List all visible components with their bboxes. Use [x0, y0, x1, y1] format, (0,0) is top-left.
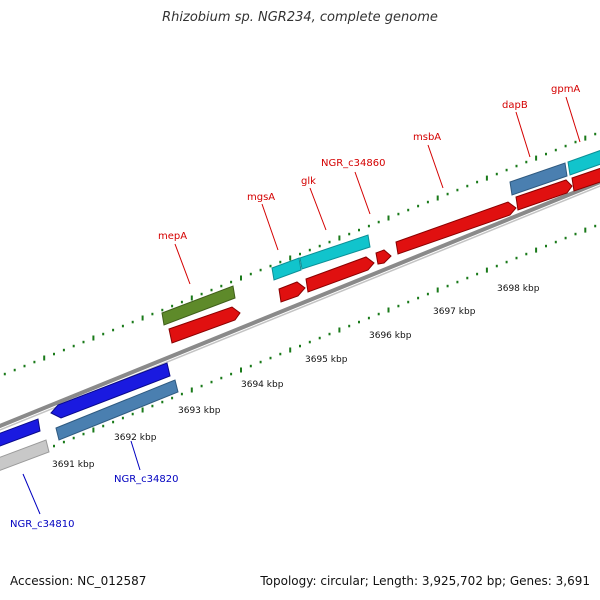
gene-label-mepA[interactable]: mepA [158, 231, 187, 242]
gene-label-NGR_c34810[interactable]: NGR_c34810 [10, 519, 75, 530]
scale-label: 3691 kbp [52, 460, 95, 470]
tick-track-upper [3, 132, 597, 376]
gene-label-NGR_c34860[interactable]: NGR_c34860 [321, 158, 386, 169]
gene-gpmA-cds[interactable] [571, 165, 600, 192]
scale-label: 3695 kbp [305, 355, 348, 365]
gene-olive[interactable] [161, 285, 236, 326]
gene-cyan-1[interactable] [271, 257, 302, 281]
gene-label-mgsA[interactable]: mgsA [247, 192, 275, 203]
gene-label-dapB[interactable]: dapB [502, 100, 528, 111]
gene-label-msbA[interactable]: msbA [413, 132, 441, 143]
gene-gray[interactable] [0, 439, 50, 473]
scale-label: 3698 kbp [497, 284, 540, 294]
gene-steel-1[interactable] [509, 162, 568, 196]
gene-mepA-cds[interactable] [168, 306, 241, 344]
gene-NGR_c34860-cds[interactable] [375, 249, 392, 265]
gene-blue-1[interactable] [0, 418, 41, 449]
scale-labels: 3691 kbp 3692 kbp 3693 kbp 3694 kbp 3695… [52, 284, 540, 470]
leader-lines [22, 96, 581, 515]
gene-msbA-cds[interactable] [395, 201, 517, 255]
scale-label: 3694 kbp [241, 380, 284, 390]
gene-mgsA-cds[interactable] [278, 281, 306, 303]
gene-cyan-3[interactable] [567, 147, 600, 176]
accession-text: Accession: NC_012587 [10, 574, 147, 588]
gene-cyan-2[interactable] [299, 234, 371, 270]
summary-text: Topology: circular; Length: 3,925,702 bp… [260, 574, 590, 588]
scale-label: 3693 kbp [178, 406, 221, 416]
gene-dapB-cds[interactable] [515, 179, 573, 211]
gene-blue-2[interactable] [50, 362, 171, 419]
scale-label: 3692 kbp [114, 433, 157, 443]
gene-label-gpmA[interactable]: gpmA [551, 84, 580, 95]
scale-label: 3697 kbp [433, 307, 476, 317]
gene-glk-cds[interactable] [305, 256, 375, 293]
gene-label-NGR_c34820[interactable]: NGR_c34820 [114, 474, 179, 485]
tick-track-lower [3, 224, 597, 468]
scale-label: 3696 kbp [369, 331, 412, 341]
map-title: Rhizobium sp. NGR234, complete genome [162, 10, 438, 25]
gene-steel-2[interactable] [55, 379, 179, 441]
gene-labels: mepA mgsA glk NGR_c34860 msbA dapB gpmA … [10, 84, 580, 530]
gene-label-glk[interactable]: glk [301, 176, 316, 187]
